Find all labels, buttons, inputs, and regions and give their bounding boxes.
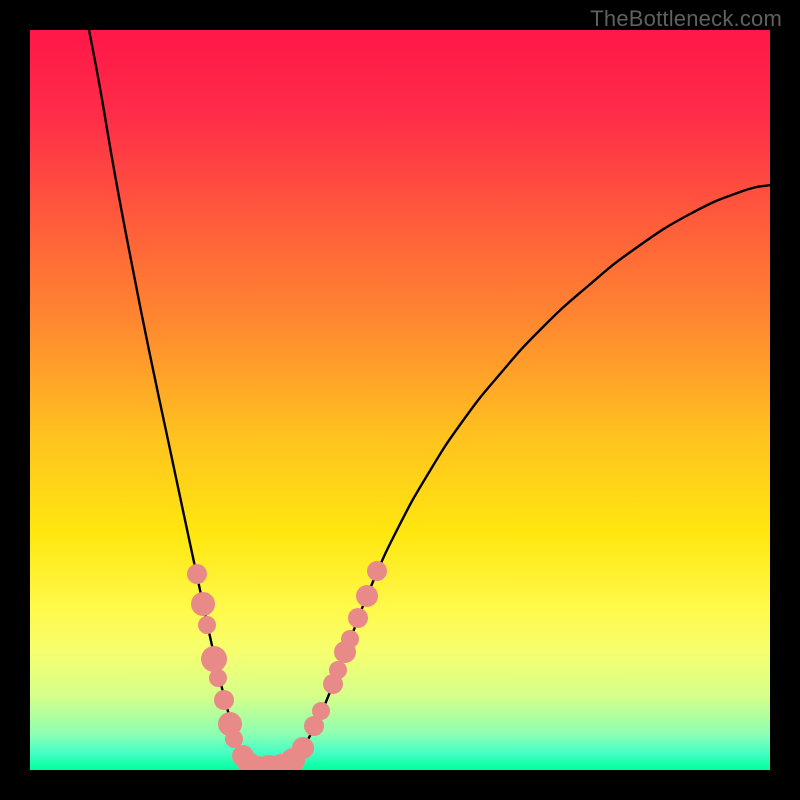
data-marker bbox=[191, 592, 215, 616]
data-marker bbox=[209, 669, 227, 687]
data-marker bbox=[187, 564, 207, 584]
data-marker bbox=[292, 737, 314, 759]
data-marker bbox=[198, 616, 216, 634]
data-marker bbox=[329, 661, 347, 679]
data-marker bbox=[341, 630, 359, 648]
chart-root: TheBottleneck.com bbox=[0, 0, 800, 800]
data-marker bbox=[214, 690, 234, 710]
data-marker bbox=[312, 702, 330, 720]
plot-background bbox=[30, 30, 770, 770]
data-marker bbox=[367, 561, 387, 581]
data-marker bbox=[201, 646, 227, 672]
chart-svg bbox=[0, 0, 800, 800]
watermark-text: TheBottleneck.com bbox=[590, 6, 782, 32]
data-marker bbox=[225, 730, 243, 748]
data-marker bbox=[348, 608, 368, 628]
data-marker bbox=[356, 585, 378, 607]
